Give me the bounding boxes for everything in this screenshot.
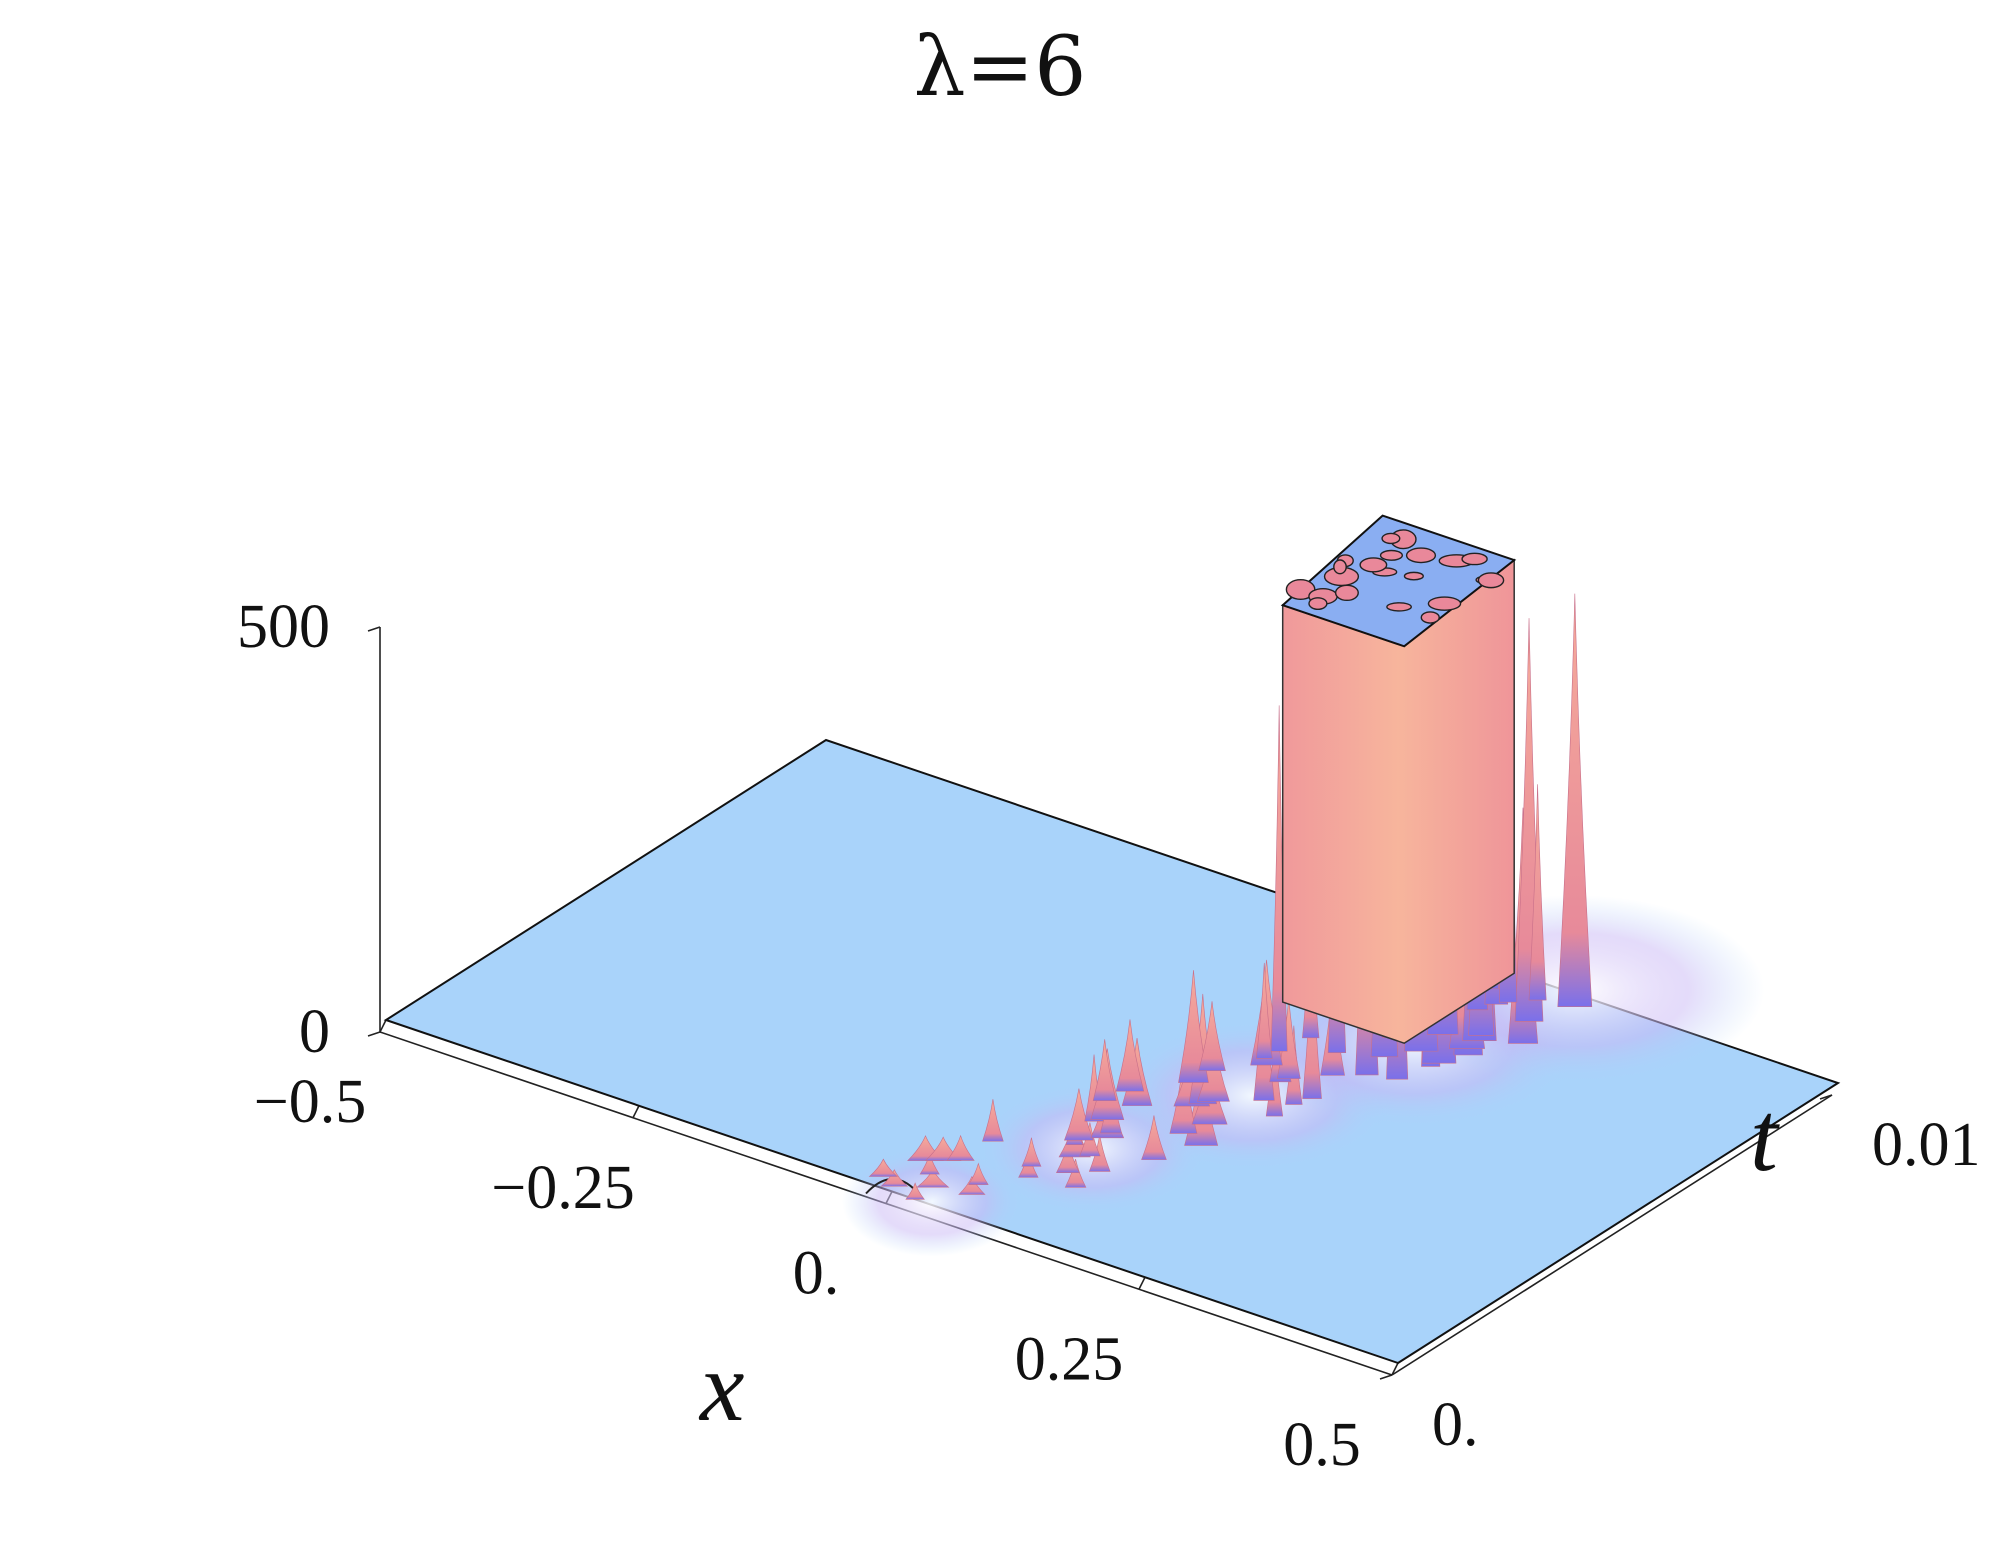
chart-title: λ=6: [914, 20, 1087, 115]
plateau-cap: [1280, 514, 1517, 648]
surface-spike: [905, 1182, 925, 1200]
surface-spike: [1198, 1001, 1226, 1072]
plateau-hole: [1386, 602, 1412, 612]
t-tick-mark: [1819, 1094, 1833, 1100]
plateau-hole: [1379, 549, 1404, 561]
surface-spike: [1557, 593, 1593, 1007]
surface-spike: [1255, 962, 1273, 1059]
x-axis-label: x: [698, 1331, 744, 1442]
t-axis-line: [1391, 1094, 1833, 1376]
x-tick-label: 0.5: [1283, 1411, 1361, 1479]
plateau-hole: [1381, 532, 1401, 545]
z-tick-mark: [367, 626, 381, 632]
x-tick-label: −0.25: [491, 1154, 634, 1222]
x-tick-label: −0.5: [254, 1068, 366, 1136]
x-tick-mark: [1138, 1276, 1146, 1290]
surface-spike: [958, 1175, 986, 1195]
x-tick-mark: [379, 1019, 387, 1033]
x-tick-mark: [632, 1105, 640, 1119]
t-tick-label: 0.01: [1872, 1111, 1981, 1179]
surface-spike: [1021, 1137, 1042, 1167]
x-tick-mark: [1391, 1362, 1399, 1376]
z-tick-mark: [367, 1031, 381, 1037]
surface-spike: [982, 1099, 1004, 1142]
surface-spike: [1115, 1019, 1145, 1092]
plateau-hole: [1461, 552, 1488, 566]
plateau-hole: [1333, 559, 1347, 575]
t-tick-label: 0.: [1432, 1391, 1479, 1459]
x-tick-label: 0.: [793, 1240, 840, 1308]
plateau-hole: [1334, 584, 1359, 602]
plateau-hole: [1405, 547, 1437, 564]
x-tick-label: 0.25: [1015, 1325, 1124, 1393]
surface-spike: [968, 1162, 989, 1185]
surface-spike: [1064, 1158, 1087, 1188]
surface-spike: [1063, 1088, 1094, 1141]
z-tick-label: 500: [237, 593, 330, 661]
surface-spike: [1528, 784, 1547, 1001]
plateau-hole: [1427, 596, 1462, 611]
surface-spike: [868, 1158, 899, 1177]
t-tick-mark: [1379, 1374, 1393, 1380]
plateau-hole: [1359, 557, 1388, 573]
tick-labels: −0.5 −0.25 0. 0.25 0.5 0. 0.01 0 500: [237, 593, 1981, 1479]
plateau-hole: [1477, 572, 1505, 589]
surface: [383, 514, 1841, 1365]
plateau-hole: [1308, 597, 1328, 611]
t-axis-label: t: [1750, 1081, 1780, 1192]
z-tick-label: 0: [299, 998, 330, 1066]
surface-spike: [1092, 1039, 1117, 1102]
surface-spike: [946, 1134, 975, 1161]
plateau-hole: [1420, 611, 1440, 624]
plateau-hole: [1403, 571, 1424, 581]
surface-spike: [1141, 1115, 1167, 1160]
surface-base-plane: [383, 738, 1841, 1365]
surface-spike: [880, 1169, 909, 1187]
